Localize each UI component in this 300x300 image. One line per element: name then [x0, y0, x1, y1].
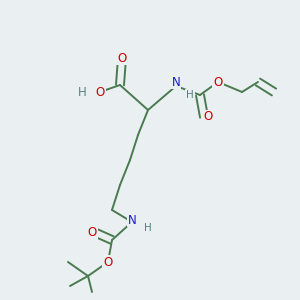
Text: O: O — [203, 110, 213, 124]
Text: O: O — [117, 52, 127, 64]
Text: H: H — [78, 85, 86, 98]
Text: O: O — [213, 76, 223, 88]
Text: O: O — [103, 256, 112, 268]
Text: O: O — [87, 226, 97, 238]
Text: O: O — [95, 85, 105, 98]
Text: H: H — [144, 223, 152, 233]
Text: N: N — [128, 214, 136, 226]
Text: N: N — [172, 76, 180, 88]
Text: H: H — [186, 90, 194, 100]
